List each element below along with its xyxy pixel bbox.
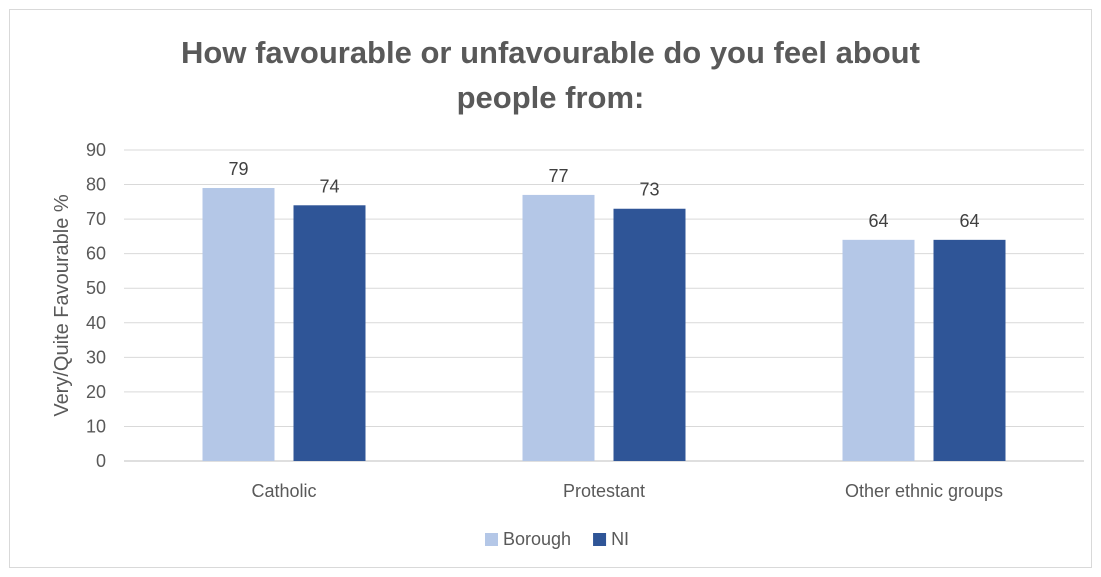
data-label: 73 [639, 180, 659, 200]
legend-swatch-borough [485, 533, 498, 546]
bar-ni-protestant [613, 208, 686, 461]
bar-ni-catholic [293, 205, 366, 461]
bar-borough-catholic [202, 188, 275, 461]
y-tick-label: 70 [86, 209, 106, 229]
y-tick-label: 60 [86, 244, 106, 264]
legend-label-ni: NI [611, 529, 629, 549]
y-tick-label: 20 [86, 382, 106, 402]
legend-label-borough: Borough [503, 529, 571, 549]
x-tick-label: Protestant [563, 481, 645, 501]
y-tick-label: 80 [86, 175, 106, 195]
y-axis-title: Very/Quite Favourable % [51, 194, 73, 417]
data-label: 79 [228, 159, 248, 179]
y-tick-label: 50 [86, 278, 106, 298]
bar-borough-other-ethnic-groups [842, 239, 915, 461]
y-tick-label: 30 [86, 347, 106, 367]
data-label: 74 [319, 176, 339, 196]
y-tick-label: 10 [86, 416, 106, 436]
bar-ni-other-ethnic-groups [933, 239, 1006, 461]
x-tick-label: Other ethnic groups [845, 481, 1003, 501]
bar-borough-protestant [522, 194, 595, 461]
data-label: 64 [868, 211, 888, 231]
chart-title-line1: How favourable or unfavourable do you fe… [181, 35, 920, 70]
y-tick-label: 0 [96, 451, 106, 471]
chart-title-line2: people from: [456, 80, 645, 115]
chart-title: How favourable or unfavourable do you fe… [0, 30, 1101, 120]
y-tick-label: 90 [86, 140, 106, 160]
legend-swatch-ni [593, 533, 607, 546]
data-label: 64 [959, 211, 979, 231]
y-tick-label: 40 [86, 313, 106, 333]
data-label: 77 [548, 166, 568, 186]
x-tick-label: Catholic [251, 481, 316, 501]
